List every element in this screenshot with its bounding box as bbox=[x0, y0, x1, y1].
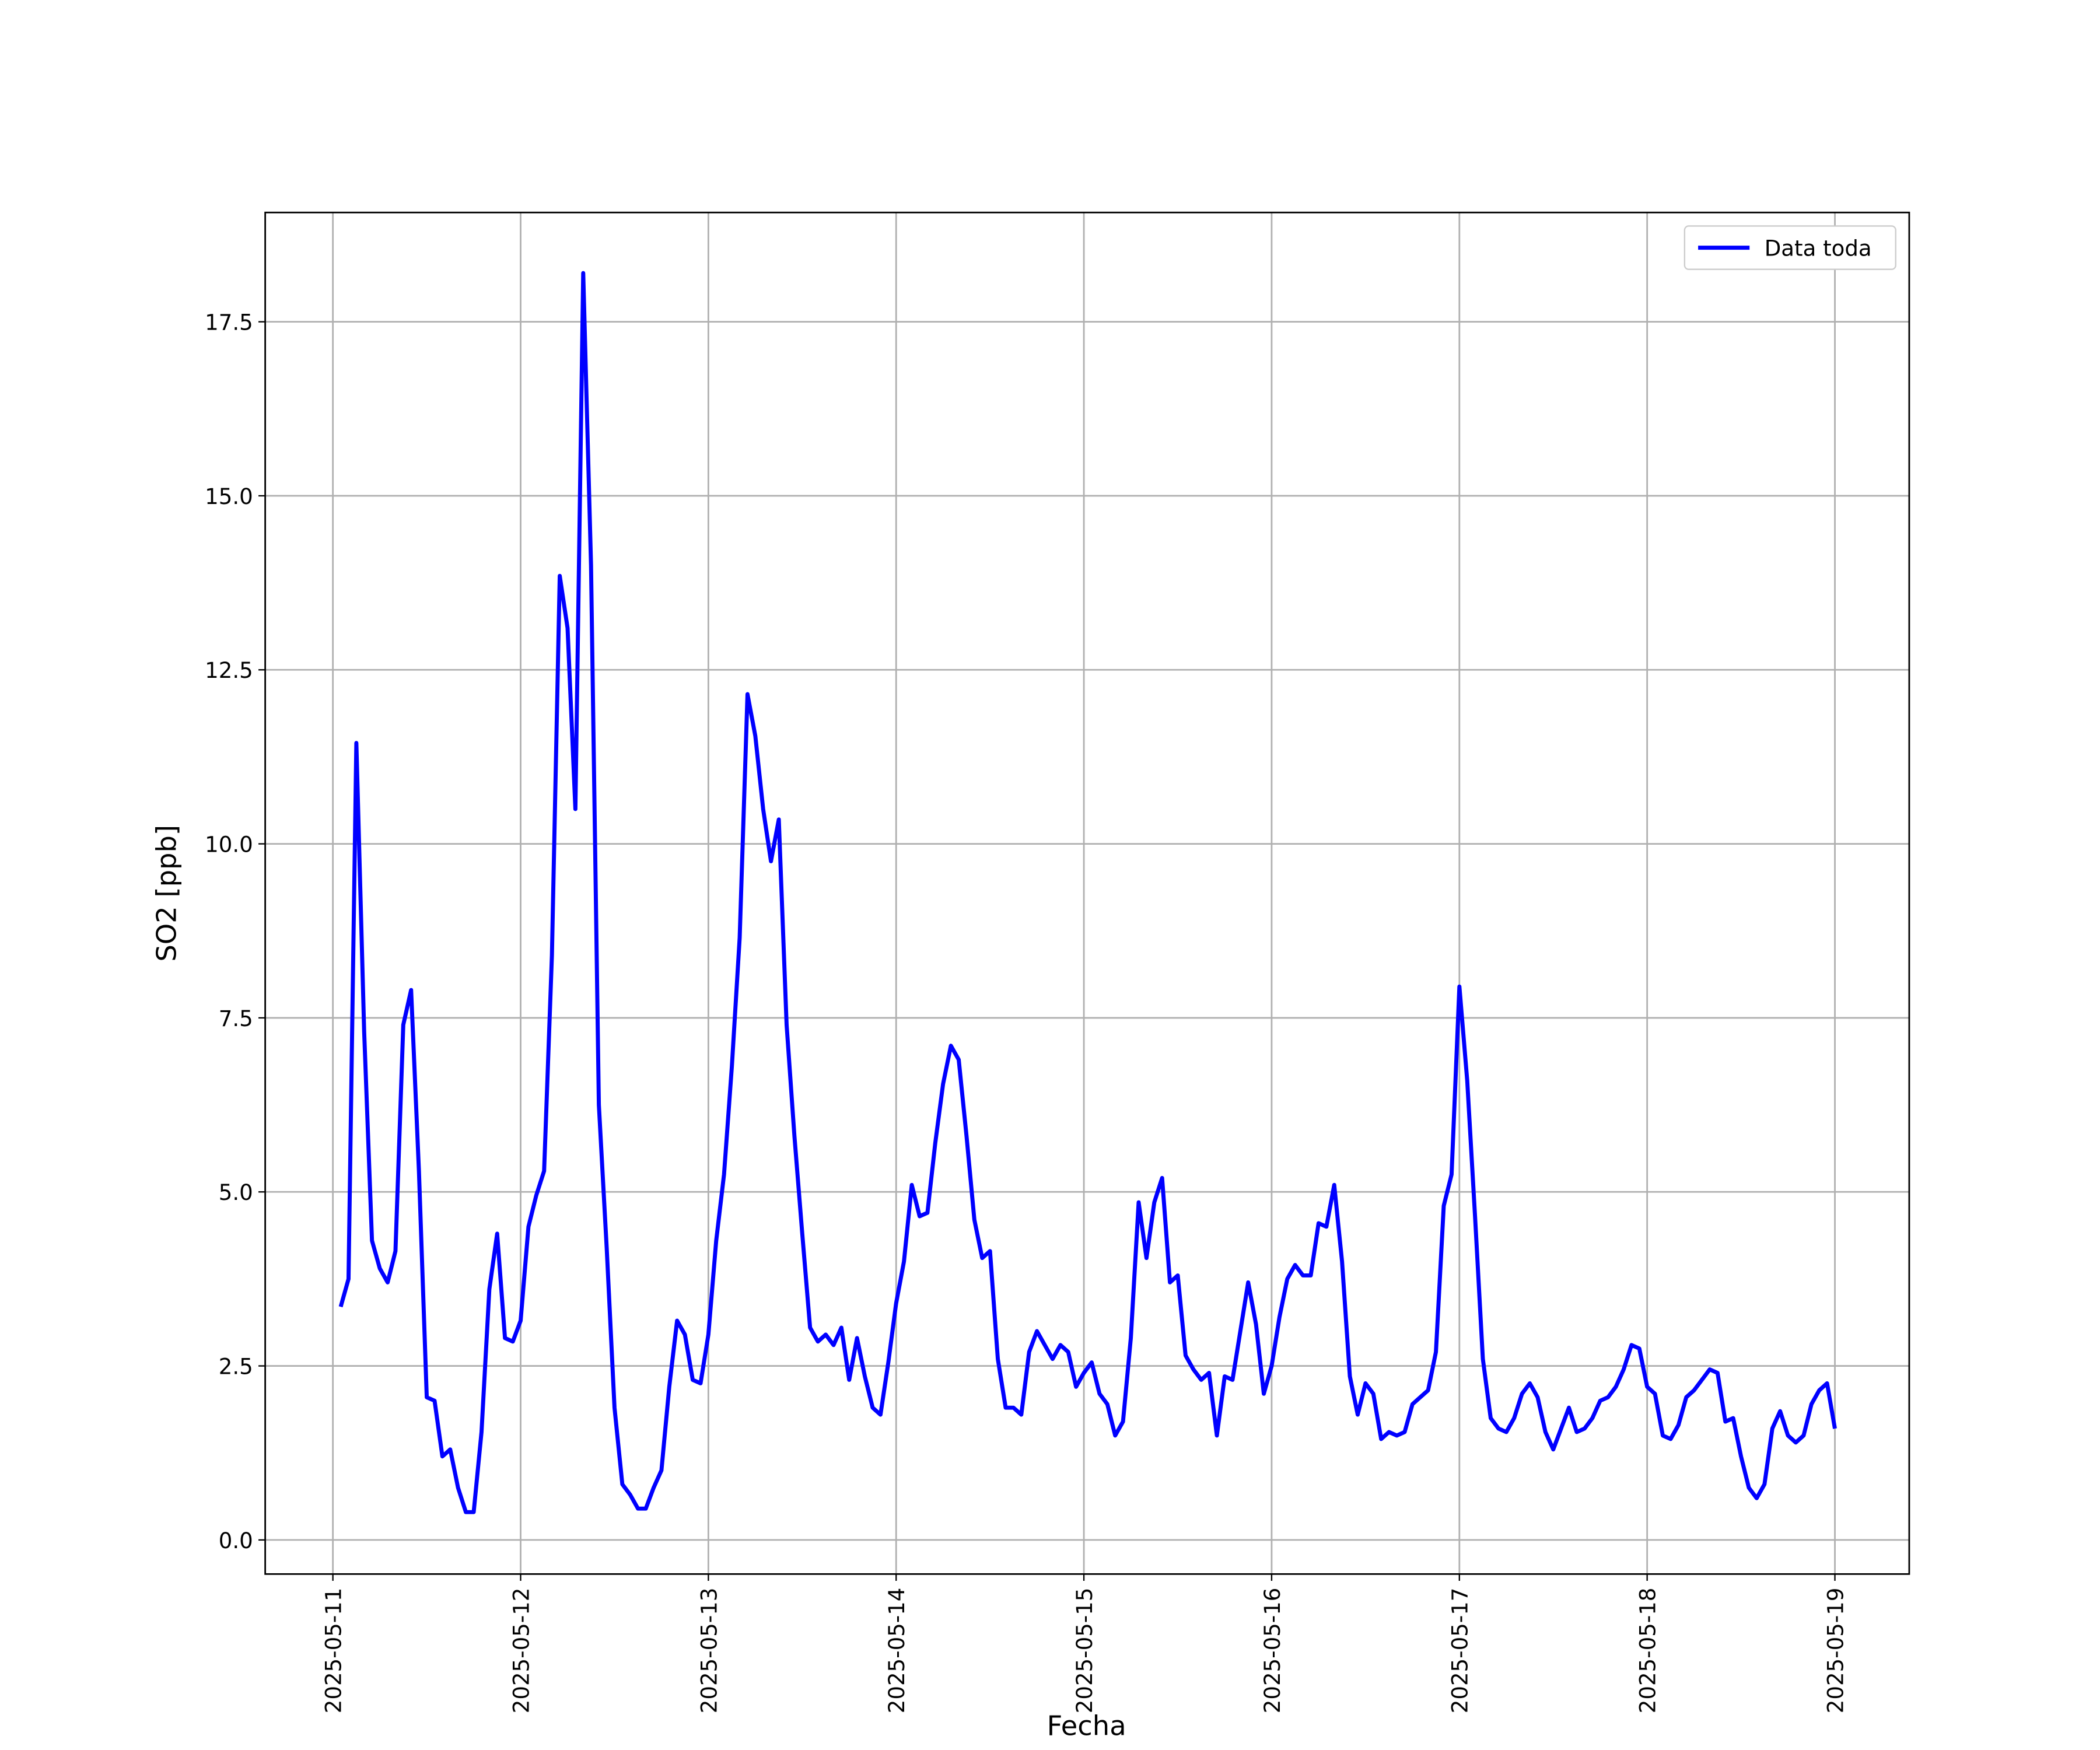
x-tick-label: 2025-05-15 bbox=[1072, 1588, 1097, 1714]
x-tick-label: 2025-05-17 bbox=[1448, 1588, 1473, 1714]
y-tick-label: 0.0 bbox=[219, 1528, 253, 1553]
y-tick-label: 17.5 bbox=[205, 310, 253, 335]
data-line bbox=[338, 271, 1837, 1514]
y-tick-label: 5.0 bbox=[219, 1180, 253, 1205]
x-tick-label: 2025-05-19 bbox=[1823, 1588, 1848, 1714]
y-tick-label: 7.5 bbox=[219, 1006, 253, 1031]
x-tick-label: 2025-05-14 bbox=[884, 1588, 909, 1714]
x-tick-label: 2025-05-18 bbox=[1636, 1588, 1661, 1714]
y-tick-label: 12.5 bbox=[205, 658, 253, 683]
x-tick-label: 2025-05-12 bbox=[509, 1588, 534, 1714]
y-axis-label: SO2 [ppb] bbox=[151, 825, 183, 962]
x-tick-label: 2025-05-13 bbox=[696, 1588, 722, 1714]
legend-box bbox=[1684, 225, 1896, 270]
x-tick-label: 2025-05-16 bbox=[1260, 1588, 1285, 1714]
y-tick-label: 2.5 bbox=[219, 1354, 253, 1379]
plot-frame bbox=[264, 211, 1910, 1575]
legend-label: Data toda bbox=[1765, 236, 1872, 261]
legend: Data toda bbox=[1684, 225, 1896, 270]
y-tick-label: 10.0 bbox=[205, 832, 253, 858]
y-tick-label: 15.0 bbox=[205, 484, 253, 509]
x-axis-label: Fecha bbox=[1047, 1710, 1126, 1741]
x-tick-label: 2025-05-11 bbox=[321, 1588, 346, 1714]
